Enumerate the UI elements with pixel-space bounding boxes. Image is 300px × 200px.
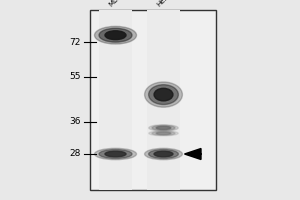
- Ellipse shape: [99, 28, 132, 42]
- Bar: [90, 10, 216, 190]
- Ellipse shape: [156, 126, 171, 129]
- Ellipse shape: [99, 150, 132, 158]
- FancyArrow shape: [184, 148, 201, 160]
- Ellipse shape: [145, 148, 182, 160]
- Ellipse shape: [149, 131, 178, 136]
- Ellipse shape: [94, 26, 136, 44]
- Ellipse shape: [105, 151, 126, 157]
- Ellipse shape: [152, 131, 175, 135]
- Ellipse shape: [149, 125, 178, 131]
- Ellipse shape: [156, 132, 171, 135]
- Ellipse shape: [94, 148, 136, 160]
- Ellipse shape: [105, 31, 126, 40]
- Ellipse shape: [149, 85, 178, 104]
- Text: 72: 72: [70, 38, 81, 47]
- Text: 28: 28: [70, 150, 81, 158]
- Text: MDA-MB231: MDA-MB231: [108, 0, 142, 8]
- Ellipse shape: [145, 82, 182, 107]
- Text: 55: 55: [70, 72, 81, 81]
- Ellipse shape: [154, 151, 173, 157]
- Text: Hela: Hela: [156, 0, 172, 8]
- Bar: [99, 10, 132, 190]
- Ellipse shape: [152, 125, 175, 130]
- Text: 36: 36: [70, 117, 81, 126]
- Ellipse shape: [149, 150, 178, 158]
- Bar: [147, 10, 180, 190]
- Ellipse shape: [154, 88, 173, 101]
